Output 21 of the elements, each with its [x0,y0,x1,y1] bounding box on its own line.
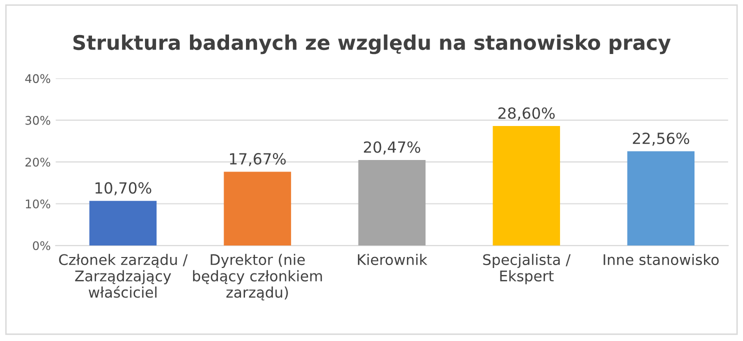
chart-title: Struktura badanych ze względu na stanowisko pracy [73,34,671,54]
y-tick-label: 0% [32,241,50,250]
x-tick-label: Specjalista / Ekspert [483,254,571,284]
data-label: 22,56% [632,132,690,146]
bar [627,151,695,246]
bar [358,160,426,246]
y-tick-label: 40% [25,74,50,84]
x-tick-label: Inne stanowisko [604,254,719,266]
y-tick-label: 30% [26,116,50,125]
data-label: 28,60% [498,107,555,120]
x-tick-label: Dyrektor (nie będący członkiem zarządu) [193,254,322,300]
y-tick-label: 10% [26,199,50,208]
bar [492,126,560,246]
data-label: 17,67% [230,153,286,166]
x-tick-label: Kierownik [358,254,428,266]
data-label: 10,70% [96,182,152,196]
data-label: 20,47% [364,141,420,154]
bar [89,200,157,246]
bar [224,172,292,246]
x-tick-label: Członek zarządu / Zarządzający właściciel [59,254,188,298]
y-tick-label: 20% [25,158,50,167]
